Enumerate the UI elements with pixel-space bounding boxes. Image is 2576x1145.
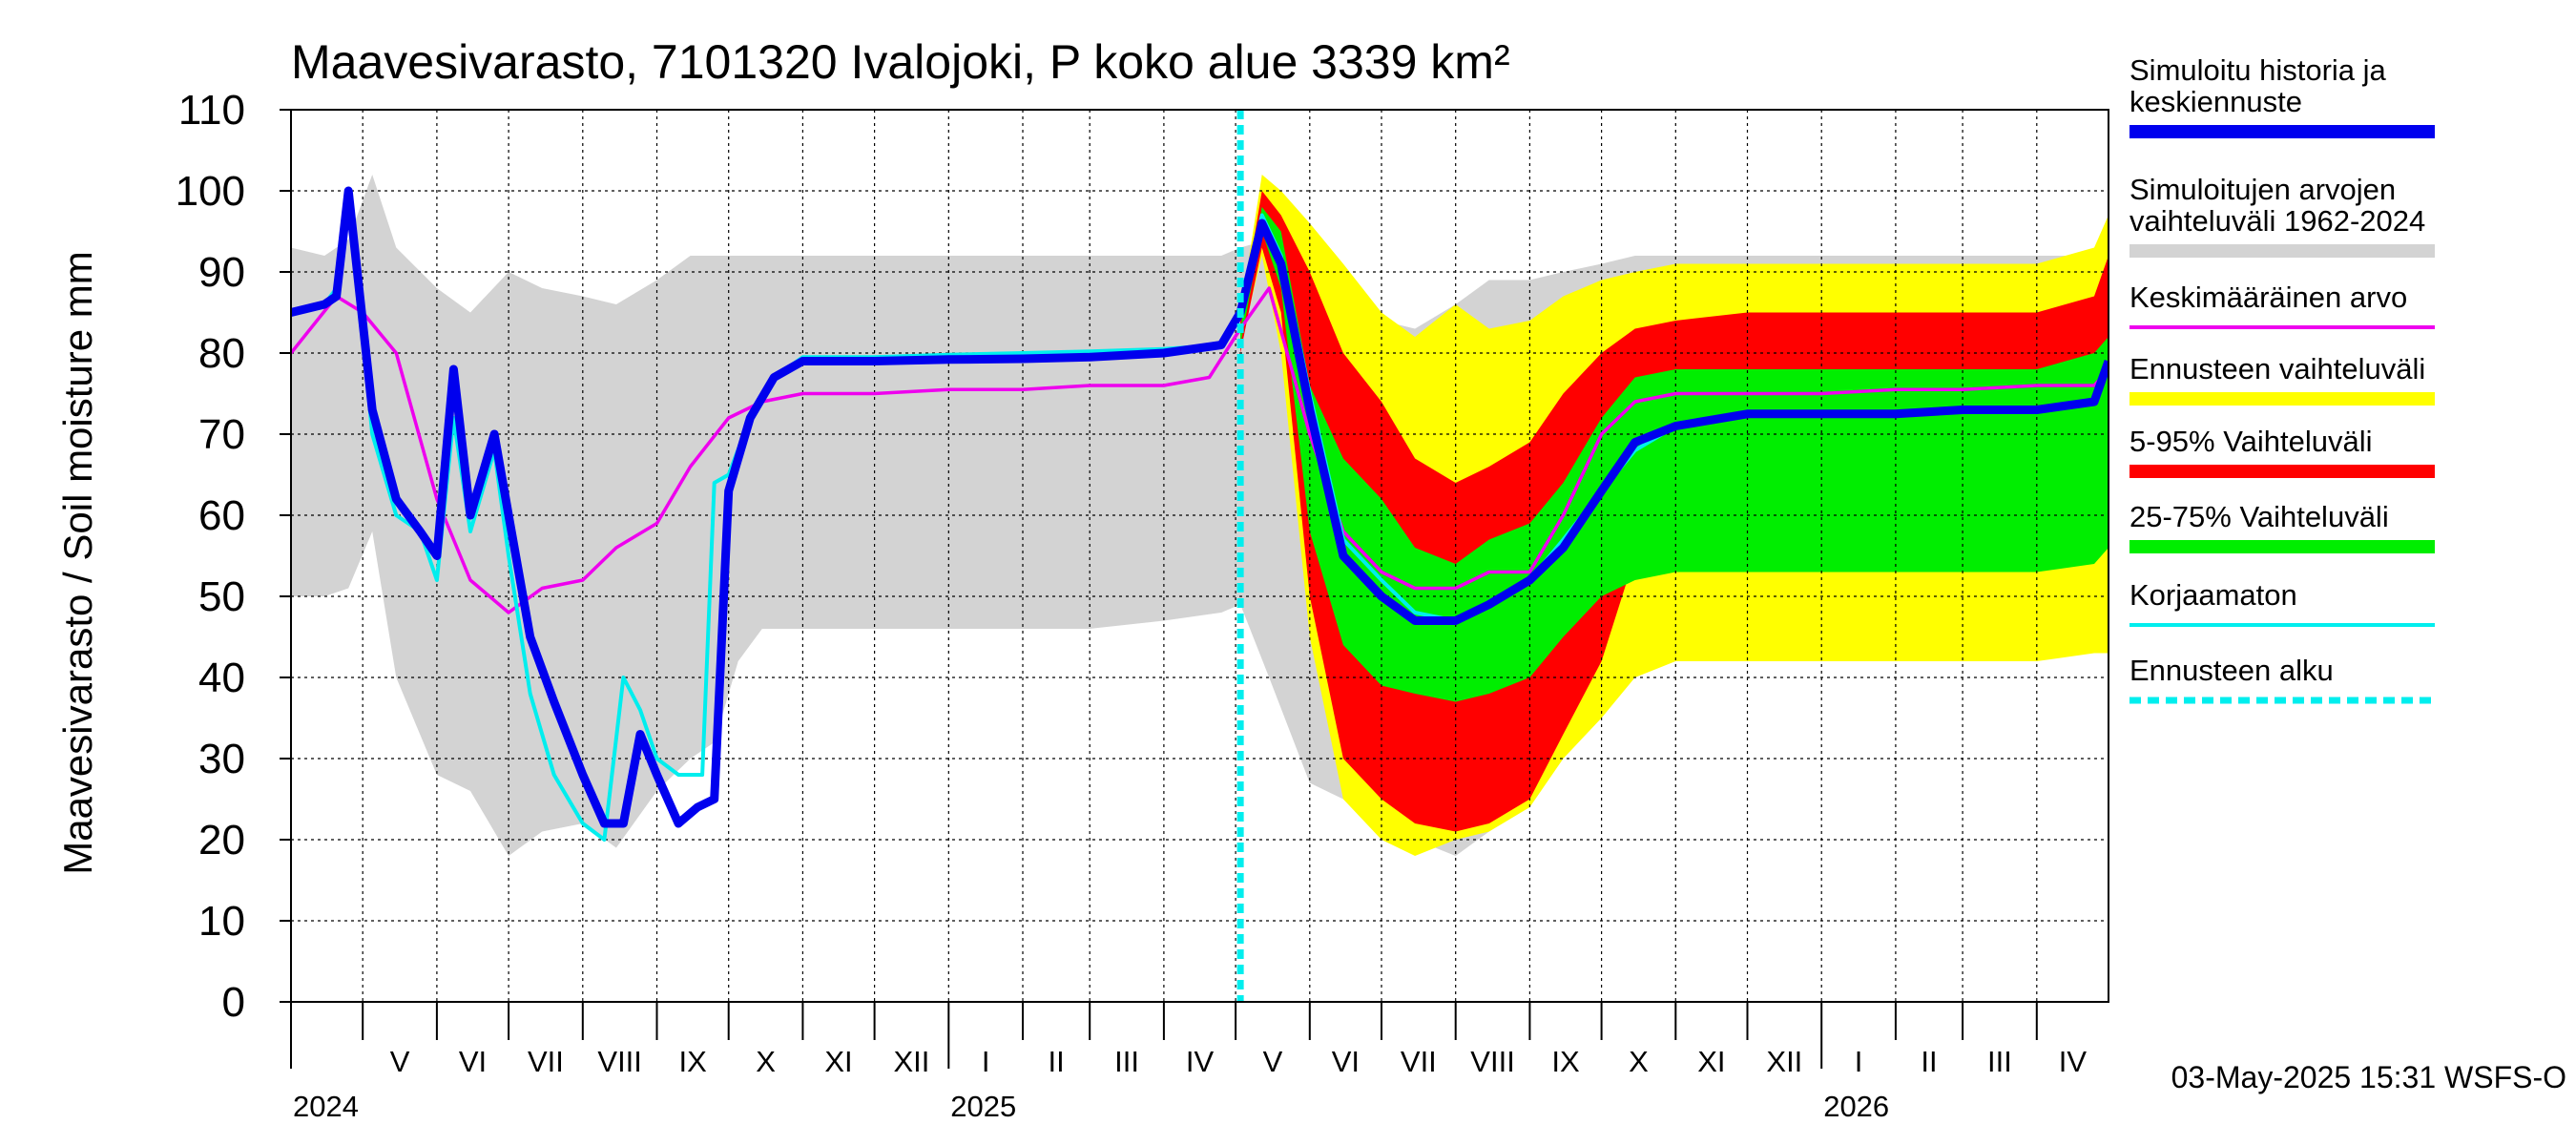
x-axis: V VI VII VIII IX X XI XII I II III IV V VI VII VIII IX X X… [290, 1001, 2109, 1123]
y-tick-label-20: 20 [198, 817, 245, 864]
line-2 [291, 186, 2109, 828]
x-month-label-20: I [1855, 1045, 1863, 1078]
x-month-label-8: I [982, 1045, 990, 1078]
y-axis-ticks: 0 10 20 30 40 50 60 70 80 90 100 110 [176, 87, 291, 1026]
x-month-label-7: XII [894, 1045, 930, 1078]
legend-label-2: Keskimääräinen arvo [2129, 281, 2407, 314]
y-tick-label-60: 60 [198, 492, 245, 539]
legend-label-6: Korjaamaton [2129, 578, 2297, 612]
x-month-label-15: VIII [1470, 1045, 1515, 1078]
legend-label-7: Ennusteen alku [2129, 654, 2334, 687]
timestamp: 03-May-2025 15:31 WSFS-O [2171, 1060, 2566, 1094]
line-0 [291, 286, 2109, 614]
y-tick-label-100: 100 [176, 168, 245, 215]
x-month-label-14: VII [1401, 1045, 1437, 1078]
x-month-label-19: XII [1766, 1045, 1802, 1078]
legend-label-0: Simuloitu historia ja keskiennuste [2129, 53, 2387, 118]
legend-label-4: 5-95% Vaihteluväli [2129, 425, 2372, 458]
grid-lines [291, 110, 2109, 1002]
x-month-label-22: III [1987, 1045, 2012, 1078]
x-month-label-12: V [1263, 1045, 1283, 1078]
x-month-label-10: III [1114, 1045, 1139, 1078]
legend-label-1: Simuloitujen arvojen vaihteluväli 1962-20… [2129, 173, 2425, 238]
x-year-label-2: 2026 [1823, 1090, 1889, 1123]
x-month-label-9: II [1048, 1045, 1064, 1078]
y-tick-label-70: 70 [198, 411, 245, 458]
legend-label-5: 25-75% Vaihteluväli [2129, 500, 2389, 533]
y-tick-label-50: 50 [198, 573, 245, 620]
chart-title: Maavesivarasto, 7101320 Ivalojoki, P kok… [291, 35, 1510, 89]
x-month-label-18: XI [1697, 1045, 1725, 1078]
x-month-label-3: VIII [597, 1045, 642, 1078]
x-month-label-1: VI [459, 1045, 487, 1078]
legend-label-3: Ennusteen vaihteluväli [2129, 352, 2425, 385]
y-tick-label-90: 90 [198, 249, 245, 296]
x-month-label-13: VI [1332, 1045, 1360, 1078]
chart-lines [291, 186, 2109, 842]
y-tick-label-10: 10 [198, 898, 245, 945]
x-year-label-0: 2024 [293, 1090, 359, 1123]
band-3 [1240, 207, 2109, 702]
x-month-label-21: II [1921, 1045, 1937, 1078]
x-month-label-16: IX [1551, 1045, 1580, 1078]
y-tick-label-40: 40 [198, 655, 245, 701]
x-month-label-4: IX [678, 1045, 707, 1078]
y-tick-label-0: 0 [222, 979, 245, 1026]
y-tick-label-110: 110 [178, 87, 245, 134]
legend: Simuloitu historia ja keskiennuste Simuloi… [2129, 53, 2435, 704]
x-month-label-5: X [756, 1045, 776, 1078]
y-axis-label: Maavesivarasto / Soil moisture mm [55, 251, 100, 875]
x-month-label-2: VII [528, 1045, 564, 1078]
x-month-label-6: XI [824, 1045, 852, 1078]
x-month-label-23: IV [2059, 1045, 2088, 1078]
x-month-label-11: IV [1186, 1045, 1215, 1078]
y-tick-label-30: 30 [198, 736, 245, 782]
x-year-label-1: 2025 [950, 1090, 1016, 1123]
y-tick-label-80: 80 [198, 330, 245, 377]
x-month-label-17: X [1629, 1045, 1649, 1078]
x-month-label-0: V [390, 1045, 410, 1078]
